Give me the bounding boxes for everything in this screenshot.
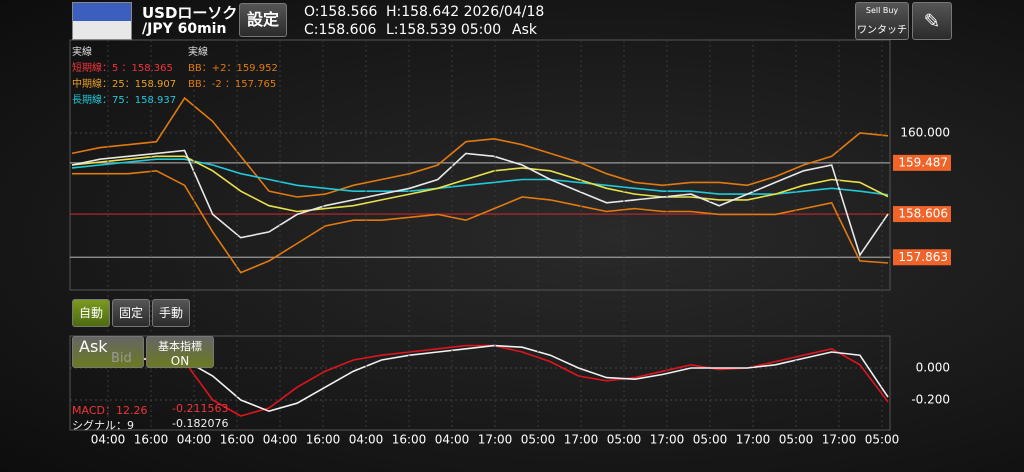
price-side: Ask bbox=[512, 22, 537, 38]
pair-timeframe: /JPY 60min bbox=[142, 21, 227, 37]
legend-bb-lower: BB：-2 ：157.765 bbox=[188, 79, 277, 90]
close-price: C:158.606 bbox=[304, 22, 377, 38]
low-price: L:158.539 05:00 bbox=[386, 22, 502, 38]
x-tick-label: 17:00 bbox=[736, 433, 771, 447]
price-tag bbox=[893, 154, 951, 171]
scale-auto-button[interactable]: 自動 bbox=[72, 299, 110, 327]
macd-value: -0.211563 bbox=[172, 402, 229, 415]
x-tick-label: 04:00 bbox=[435, 433, 470, 447]
x-tick-label: 05:00 bbox=[865, 433, 900, 447]
x-tick-label: 16:00 bbox=[220, 433, 255, 447]
x-tick-label: 17:00 bbox=[650, 433, 685, 447]
scale-manual-button[interactable]: 手動 bbox=[152, 299, 190, 327]
series-line bbox=[71, 149, 889, 257]
x-tick-label: 04:00 bbox=[263, 433, 298, 447]
scale-fixed-button[interactable]: 固定 bbox=[112, 299, 150, 327]
price-tag-label: 159.487 bbox=[898, 155, 948, 169]
indicator-state: ON bbox=[170, 354, 190, 368]
x-tick-label: 17:00 bbox=[822, 433, 857, 447]
x-tick-label: 04:00 bbox=[177, 433, 212, 447]
x-tick-label: 16:00 bbox=[392, 433, 427, 447]
indicator-label: 基本指標 bbox=[158, 340, 202, 353]
bid-label: Bid bbox=[111, 351, 132, 366]
price-tag bbox=[893, 206, 951, 223]
price-tag-label: 157.863 bbox=[898, 250, 948, 264]
one-touch-icon: Sell Buy bbox=[865, 6, 899, 15]
pair-name: USDローソク bbox=[142, 4, 238, 22]
legend-short: 短期線：5 ：158.365 bbox=[72, 63, 173, 74]
series-line bbox=[72, 169, 889, 274]
x-tick-label: 05:00 bbox=[521, 433, 556, 447]
price-tag bbox=[893, 249, 951, 266]
series-line bbox=[71, 344, 889, 413]
legend-bb-upper: BB：+2：159.952 bbox=[188, 63, 278, 74]
price-panel bbox=[69, 39, 891, 291]
legend-solid: 実線 bbox=[72, 47, 92, 58]
signal-value: -0.182076 bbox=[172, 417, 229, 430]
high-price: H:158.642 2026/04/18 bbox=[386, 4, 545, 20]
macd-panel bbox=[69, 335, 891, 431]
y-tick-label: -0.200 bbox=[911, 393, 950, 407]
legend-solid: 実線 bbox=[188, 47, 208, 58]
ask-bid-toggle[interactable]: Ask Bid bbox=[72, 336, 144, 368]
one-touch-button[interactable]: Sell Buy ワンタッチ bbox=[855, 2, 909, 40]
price-tag-label: 158.606 bbox=[898, 207, 948, 221]
x-tick-label: 04:00 bbox=[349, 433, 384, 447]
settings-button[interactable]: 設定 bbox=[239, 3, 287, 37]
x-tick-label: 16:00 bbox=[306, 433, 341, 447]
x-tick-label: 04:00 bbox=[91, 433, 126, 447]
open-price: O:158.566 bbox=[304, 4, 378, 20]
x-tick-label: 16:00 bbox=[134, 433, 169, 447]
series-line bbox=[71, 155, 889, 213]
series-line bbox=[71, 158, 889, 196]
indicator-toggle[interactable]: 基本指標 ON bbox=[146, 336, 214, 368]
x-tick-label: 05:00 bbox=[693, 433, 728, 447]
one-touch-label: ワンタッチ bbox=[857, 25, 907, 36]
draw-button[interactable]: ✎ bbox=[912, 2, 952, 40]
y-tick-label: 0.000 bbox=[916, 361, 950, 375]
x-tick-label: 17:00 bbox=[478, 433, 513, 447]
flag-icon bbox=[72, 2, 132, 40]
x-tick-label: 17:00 bbox=[564, 433, 599, 447]
x-tick-label: 05:00 bbox=[607, 433, 642, 447]
macd-legend: MACD：12.26 bbox=[72, 404, 148, 417]
x-tick-label: 05:00 bbox=[779, 433, 814, 447]
ask-label: Ask bbox=[79, 337, 108, 356]
signal-legend: シグナル：9 bbox=[72, 419, 134, 432]
legend-long: 長期線：75：158.937 bbox=[72, 95, 177, 106]
y-tick-label: 160.000 bbox=[900, 126, 950, 140]
legend-mid: 中期線：25：158.907 bbox=[72, 79, 177, 90]
series-line bbox=[71, 96, 889, 198]
